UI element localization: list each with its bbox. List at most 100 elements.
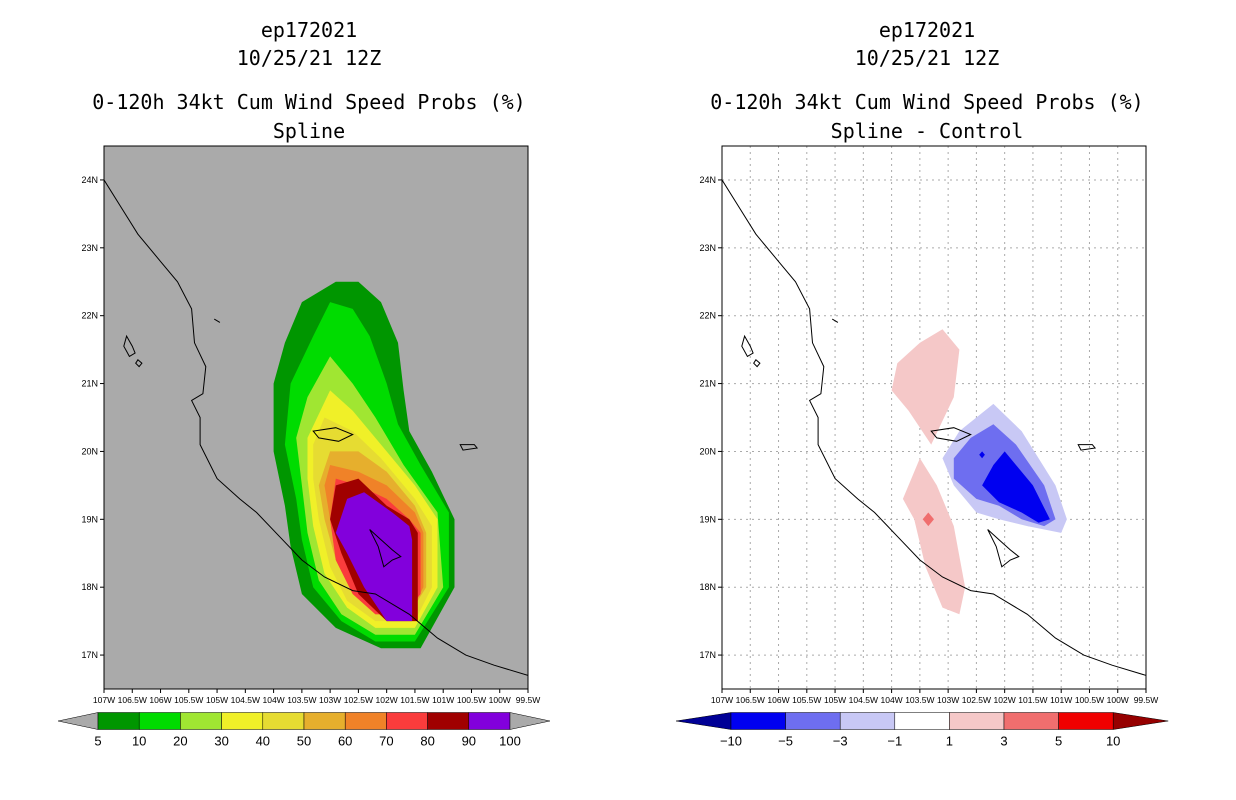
colorbar-label: −10 xyxy=(720,734,742,749)
x-tick-label: 101W xyxy=(1050,695,1072,705)
colorbar-over-arrow xyxy=(509,712,551,730)
chart-subtitle: Spline - Control xyxy=(830,119,1024,143)
colorbar-label: −3 xyxy=(833,734,848,749)
contour-1 xyxy=(891,329,960,445)
contour-3 xyxy=(922,512,934,527)
y-tick-label: 19N xyxy=(699,514,716,524)
colorbar-label: 20 xyxy=(173,734,187,749)
y-tick-label: 17N xyxy=(699,650,716,660)
colorbar-segment xyxy=(949,712,1005,730)
colorbar-label: 80 xyxy=(420,734,434,749)
y-tick-label: 20N xyxy=(81,446,98,456)
colorbar-label: −5 xyxy=(778,734,793,749)
x-tick-label: 102.5W xyxy=(962,695,991,705)
y-tick-label: 21N xyxy=(81,379,98,389)
y-tick-label: 24N xyxy=(81,175,98,185)
x-tick-label: 105W xyxy=(206,695,228,705)
x-tick-label: 105W xyxy=(824,695,846,705)
y-tick-label: 23N xyxy=(81,243,98,253)
island xyxy=(135,359,143,368)
colorbar-label: 30 xyxy=(214,734,228,749)
colorbar-label: 10 xyxy=(132,734,146,749)
island xyxy=(753,359,761,368)
contour-layer xyxy=(104,179,528,676)
x-tick-label: 100.5W xyxy=(1075,695,1104,705)
colorbar-label: 5 xyxy=(1055,734,1062,749)
colorbar-label: 60 xyxy=(338,734,352,749)
plot-frame xyxy=(103,145,529,690)
x-tick-label: 106W xyxy=(767,695,789,705)
x-tick-label: 99.5W xyxy=(516,695,541,705)
island xyxy=(831,318,839,323)
colorbar-segment xyxy=(785,712,841,730)
y-tick-label: 17N xyxy=(81,650,98,660)
island xyxy=(459,444,479,451)
colorbar-segment xyxy=(1003,712,1059,730)
colorbar-segment xyxy=(138,712,181,730)
x-tick-label: 103.5W xyxy=(905,695,934,705)
x-tick-label: 101.5W xyxy=(400,695,429,705)
y-tick-label: 20N xyxy=(699,446,716,456)
x-tick-label: 104W xyxy=(880,695,902,705)
x-tick-label: 100.5W xyxy=(457,695,486,705)
x-tick-label: 104.5W xyxy=(849,695,878,705)
colorbar-segment xyxy=(97,712,140,730)
colorbar-label: 90 xyxy=(462,734,476,749)
colorbar-segment xyxy=(468,712,511,730)
colorbar-label: 100 xyxy=(499,734,521,749)
colorbar-segment xyxy=(262,712,305,730)
x-tick-label: 105.5W xyxy=(174,695,203,705)
x-tick-label: 104W xyxy=(262,695,284,705)
colorbar-under-arrow xyxy=(57,712,99,730)
chart-title: 0-120h 34kt Cum Wind Speed Probs (%) xyxy=(92,90,526,114)
colorbar-segment xyxy=(730,712,786,730)
colorbar-segment xyxy=(839,712,896,730)
y-tick-label: 21N xyxy=(699,379,716,389)
colorbar-label: 40 xyxy=(256,734,270,749)
y-tick-label: 22N xyxy=(81,311,98,321)
x-tick-label: 102W xyxy=(994,695,1016,705)
chart-title: 0-120h 34kt Cum Wind Speed Probs (%) xyxy=(710,90,1144,114)
colorbar-segment xyxy=(180,712,222,730)
x-tick-label: 104.5W xyxy=(231,695,260,705)
storm-id: ep172021 xyxy=(260,18,358,42)
x-tick-label: 105.5W xyxy=(792,695,821,705)
forecast-date: 10/25/21 12Z xyxy=(854,46,1000,70)
colorbar-label: 3 xyxy=(1000,734,1007,749)
colorbar-label: 5 xyxy=(94,734,101,749)
island xyxy=(123,334,136,358)
coastline xyxy=(722,179,1146,676)
colorbar-over-arrow xyxy=(1112,712,1169,730)
x-tick-label: 102.5W xyxy=(344,695,373,705)
colorbar-label: 70 xyxy=(379,734,393,749)
right-panel: ep172021 10/25/21 12Z 0-120h 34kt Cum Wi… xyxy=(618,0,1236,800)
colorbar-label: −1 xyxy=(887,734,902,749)
island xyxy=(369,529,402,568)
y-tick-label: 23N xyxy=(699,243,716,253)
left-panel: ep172021 10/25/21 12Z 0-120h 34kt Cum Wi… xyxy=(57,18,551,749)
plot-frame xyxy=(721,145,1147,690)
x-tick-label: 101W xyxy=(432,695,454,705)
contour-neg5 xyxy=(979,451,985,459)
x-tick-label: 103W xyxy=(319,695,341,705)
y-tick-label: 19N xyxy=(81,514,98,524)
x-tick-label: 106.5W xyxy=(736,695,765,705)
y-tick-label: 18N xyxy=(81,582,98,592)
x-tick-label: 107W xyxy=(93,695,115,705)
y-tick-label: 18N xyxy=(699,582,716,592)
colorbar-label: 1 xyxy=(946,734,953,749)
island xyxy=(213,318,221,323)
x-tick-label: 106W xyxy=(149,695,171,705)
colorbar-label: 10 xyxy=(1106,734,1120,749)
x-tick-label: 103.5W xyxy=(287,695,316,705)
x-tick-label: 102W xyxy=(376,695,398,705)
colorbar-segment xyxy=(894,712,950,730)
colorbar-segment xyxy=(303,712,346,730)
storm-id: ep172021 xyxy=(878,18,976,42)
colorbar-segment xyxy=(344,712,387,730)
colorbar-under-arrow xyxy=(675,712,732,730)
island xyxy=(987,529,1020,568)
forecast-date: 10/25/21 12Z xyxy=(236,46,382,70)
x-tick-label: 100W xyxy=(1107,695,1129,705)
